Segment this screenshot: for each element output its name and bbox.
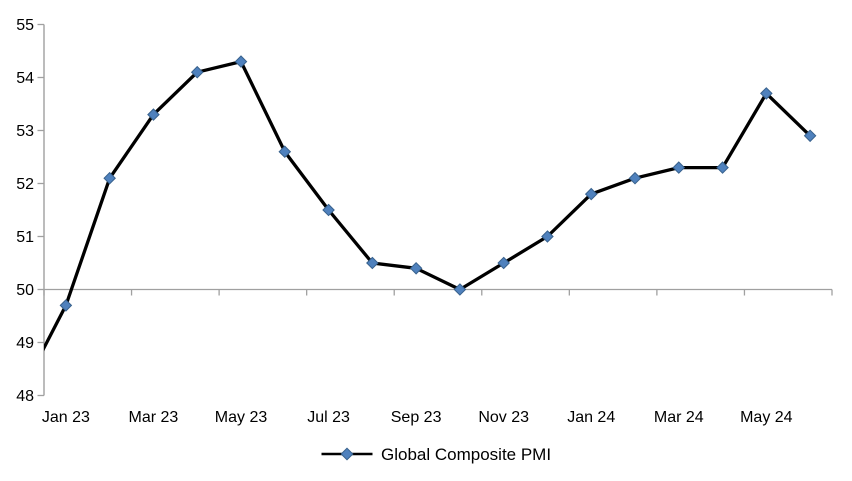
data-point-marker bbox=[278, 145, 292, 159]
x-axis-label: Jul 23 bbox=[307, 409, 350, 426]
axes: 48 49 50 51 52 53 54 55 Jan 23 Mar 23 May 23 Jul 23… bbox=[16, 17, 833, 426]
data-point-marker bbox=[366, 256, 379, 270]
y-axis-label: 52 bbox=[16, 176, 34, 193]
legend: Global Composite PMI bbox=[321, 445, 551, 464]
x-axis-label: May 24 bbox=[740, 409, 793, 426]
data-point-marker bbox=[584, 187, 598, 201]
x-axis-label: May 23 bbox=[215, 409, 268, 426]
x-axis-label: Mar 24 bbox=[654, 409, 704, 426]
data-point-marker bbox=[59, 299, 73, 312]
data-point-marker bbox=[190, 65, 204, 79]
y-axis-label: 53 bbox=[16, 123, 34, 140]
y-axis-label: 50 bbox=[16, 282, 34, 299]
x-axis-label: Nov 23 bbox=[478, 409, 529, 426]
x-axis-label: Mar 23 bbox=[129, 409, 179, 426]
data-point-marker bbox=[453, 283, 467, 296]
data-point-marker bbox=[760, 87, 773, 100]
x-axis-label: Jan 23 bbox=[42, 409, 90, 426]
y-axis-label: 54 bbox=[16, 70, 34, 87]
x-axis-label: Sep 23 bbox=[391, 409, 442, 426]
legend-label: Global Composite PMI bbox=[381, 445, 551, 464]
x-axis-label: Jan 24 bbox=[567, 409, 615, 426]
y-axis-label: 55 bbox=[16, 17, 34, 34]
data-point-marker bbox=[541, 230, 554, 243]
data-point-marker bbox=[103, 171, 116, 185]
y-axis-label: 51 bbox=[16, 229, 34, 246]
data-point-marker bbox=[322, 203, 335, 217]
data-point-marker bbox=[497, 256, 510, 270]
data-point-marker bbox=[409, 261, 423, 275]
data-point-marker bbox=[628, 171, 642, 185]
data-point-marker bbox=[147, 108, 160, 121]
data-point-marker bbox=[234, 55, 248, 68]
data-point-marker bbox=[672, 161, 686, 174]
data-point-marker bbox=[803, 129, 817, 143]
series-global-composite-pmi bbox=[44, 55, 817, 352]
y-axis-label: 48 bbox=[16, 388, 34, 405]
legend-marker-diamond-icon bbox=[340, 447, 354, 461]
y-axis-label: 49 bbox=[16, 335, 34, 352]
pmi-line bbox=[44, 59, 812, 352]
data-point-marker bbox=[716, 161, 729, 174]
